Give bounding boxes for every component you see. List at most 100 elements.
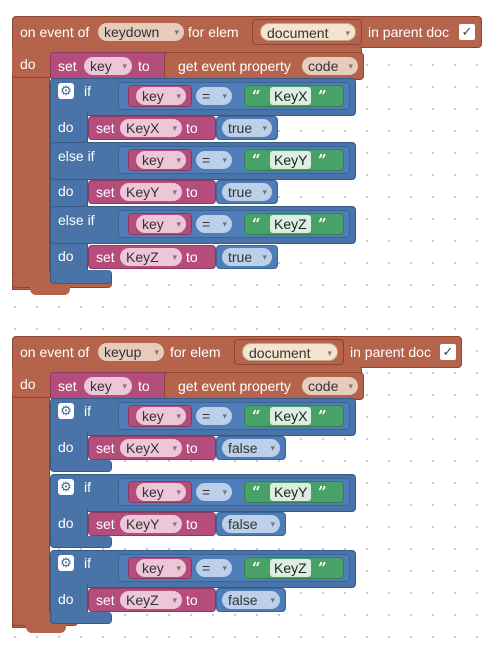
event-dropdown[interactable]: keydown: [98, 23, 184, 41]
do-label: do: [58, 119, 74, 135]
get-event-property-label: get event property: [178, 58, 291, 74]
text-value[interactable]: KeyY: [270, 483, 312, 501]
on-event-of-label: on event of: [20, 24, 90, 40]
open-quote: “: [252, 215, 261, 233]
set-label: set: [58, 378, 77, 394]
variable-dropdown[interactable]: key: [84, 57, 132, 75]
event-block-keyup-body: [12, 366, 50, 628]
variable-dropdown[interactable]: key: [84, 377, 132, 395]
close-quote: ”: [318, 151, 327, 169]
open-quote: “: [252, 483, 261, 501]
if-block-footer: [50, 270, 112, 284]
if-label: if: [84, 555, 91, 571]
variable-dropdown[interactable]: key: [136, 151, 186, 169]
event-block-notch: [30, 287, 70, 295]
set-label: set: [96, 249, 115, 265]
property-dropdown[interactable]: code: [302, 377, 358, 395]
set-label: set: [58, 58, 77, 74]
do-label: do: [20, 376, 36, 392]
event-block-keydown-body: [12, 46, 50, 290]
variable-dropdown[interactable]: KeyY: [120, 515, 182, 533]
close-quote: ”: [318, 215, 327, 233]
on-event-of-label: on event of: [20, 344, 90, 360]
set-label: set: [96, 120, 115, 136]
do-label: do: [58, 591, 74, 607]
operator-dropdown[interactable]: =: [196, 151, 232, 169]
do-label: do: [58, 248, 74, 264]
else-if-label: else if: [58, 212, 95, 228]
variable-dropdown[interactable]: key: [136, 215, 186, 233]
text-value[interactable]: KeyZ: [270, 559, 311, 577]
variable-dropdown[interactable]: key: [136, 87, 186, 105]
boolean-dropdown[interactable]: true: [222, 183, 272, 201]
if-label: if: [84, 403, 91, 419]
variable-dropdown[interactable]: KeyY: [120, 183, 182, 201]
variable-dropdown[interactable]: KeyX: [120, 439, 182, 457]
close-quote: ”: [318, 559, 327, 577]
text-value[interactable]: KeyX: [270, 87, 312, 105]
variable-dropdown[interactable]: key: [136, 483, 186, 501]
boolean-dropdown[interactable]: true: [222, 119, 272, 137]
close-quote: ”: [318, 407, 327, 425]
boolean-dropdown[interactable]: false: [222, 439, 280, 457]
gear-icon[interactable]: ⚙: [58, 479, 74, 495]
to-label: to: [186, 184, 198, 200]
in-parent-doc-label: in parent doc: [350, 344, 431, 360]
if-block-footer: [50, 460, 112, 472]
open-quote: “: [252, 87, 261, 105]
to-label: to: [186, 249, 198, 265]
set-label: set: [96, 440, 115, 456]
if-label: if: [84, 479, 91, 495]
to-label: to: [186, 516, 198, 532]
checkmark-icon[interactable]: ✓: [440, 344, 456, 360]
boolean-dropdown[interactable]: false: [222, 515, 280, 533]
to-label: to: [186, 440, 198, 456]
elem-dropdown[interactable]: document: [242, 343, 338, 362]
set-label: set: [96, 592, 115, 608]
to-label: to: [186, 120, 198, 136]
in-parent-doc-label: in parent doc: [368, 24, 449, 40]
operator-dropdown[interactable]: =: [196, 559, 232, 577]
text-value[interactable]: KeyX: [270, 407, 312, 425]
checkmark-icon[interactable]: ✓: [459, 24, 475, 40]
property-dropdown[interactable]: code: [302, 57, 358, 75]
get-event-property-label: get event property: [178, 378, 291, 394]
text-value[interactable]: KeyZ: [270, 215, 311, 233]
boolean-dropdown[interactable]: true: [222, 248, 272, 266]
operator-dropdown[interactable]: =: [196, 215, 232, 233]
elem-dropdown[interactable]: document: [260, 23, 356, 42]
do-label: do: [58, 515, 74, 531]
variable-dropdown[interactable]: KeyZ: [120, 591, 182, 609]
else-if-label: else if: [58, 148, 95, 164]
event-block-keydown[interactable]: [12, 16, 482, 48]
variable-dropdown[interactable]: KeyZ: [120, 248, 182, 266]
if-label: if: [84, 83, 91, 99]
variable-dropdown[interactable]: KeyX: [120, 119, 182, 137]
for-elem-label: for elem: [188, 24, 239, 40]
close-quote: ”: [318, 87, 327, 105]
gear-icon[interactable]: ⚙: [58, 403, 74, 419]
do-label: do: [58, 183, 74, 199]
for-elem-label: for elem: [170, 344, 221, 360]
set-label: set: [96, 184, 115, 200]
to-label: to: [186, 592, 198, 608]
variable-dropdown[interactable]: key: [136, 559, 186, 577]
if-block-footer: [50, 536, 112, 548]
operator-dropdown[interactable]: =: [196, 407, 232, 425]
if-block-spine: [50, 112, 88, 282]
do-label: do: [58, 439, 74, 455]
text-value[interactable]: KeyY: [270, 151, 312, 169]
boolean-dropdown[interactable]: false: [222, 591, 280, 609]
gear-icon[interactable]: ⚙: [58, 555, 74, 571]
operator-dropdown[interactable]: =: [196, 87, 232, 105]
event-block-notch: [26, 625, 66, 633]
gear-icon[interactable]: ⚙: [58, 83, 74, 99]
variable-dropdown[interactable]: key: [136, 407, 186, 425]
to-label: to: [138, 378, 150, 394]
operator-dropdown[interactable]: =: [196, 483, 232, 501]
open-quote: “: [252, 151, 261, 169]
set-label: set: [96, 516, 115, 532]
to-label: to: [138, 58, 150, 74]
if-block-footer: [50, 612, 112, 624]
event-dropdown[interactable]: keyup: [98, 343, 164, 361]
